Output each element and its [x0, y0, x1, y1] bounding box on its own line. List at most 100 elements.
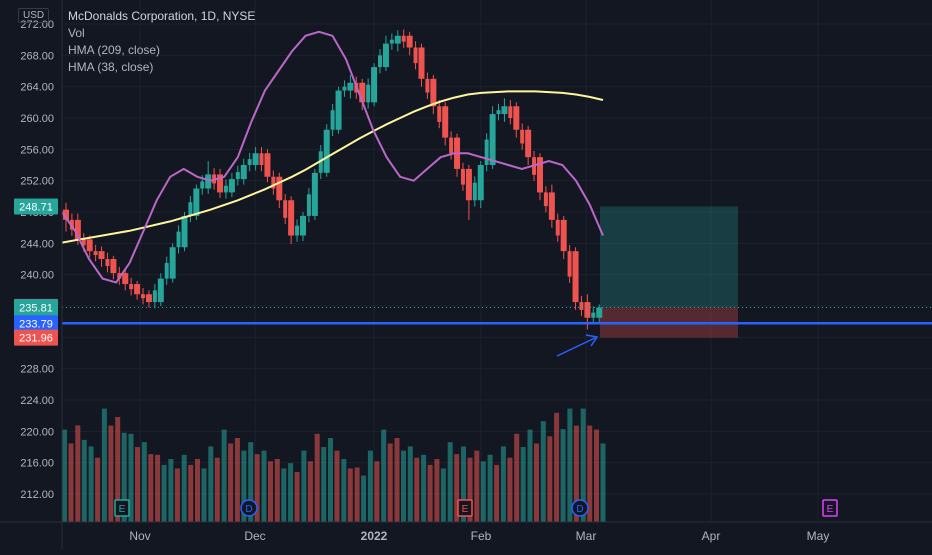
arrow-annotation — [556, 336, 598, 357]
volume-bar — [401, 450, 406, 522]
candle-body — [555, 219, 560, 236]
candle-body — [430, 78, 437, 107]
legend-item-vol[interactable]: Vol — [68, 26, 85, 40]
candle-body — [188, 202, 193, 216]
candle-body — [591, 312, 596, 318]
volume-bar — [155, 454, 161, 522]
price-badge-248-71 — [14, 198, 58, 215]
candle-body — [276, 176, 283, 201]
volume-bar — [168, 459, 174, 522]
price-badge-label: 248.71 — [19, 201, 53, 213]
currency-button[interactable]: USD — [18, 8, 50, 23]
target-zone — [600, 206, 738, 308]
volume-bar — [62, 429, 67, 522]
volume-bar — [248, 442, 254, 522]
volume-bar — [494, 464, 500, 522]
price-tick-label: 224.00 — [20, 395, 54, 407]
volume-bar — [201, 468, 207, 522]
candle-body — [181, 215, 188, 248]
volume-bar — [500, 446, 506, 522]
candle-body — [520, 129, 525, 144]
volume-bar — [261, 450, 267, 522]
candle-body — [264, 153, 271, 177]
candle-body — [525, 129, 532, 158]
volume-bar — [367, 450, 373, 522]
earnings-event-marker — [114, 499, 130, 517]
candle-body — [394, 35, 401, 44]
volume-bar — [334, 450, 340, 522]
candle-body — [359, 82, 366, 103]
time-tick-label: Apr — [702, 529, 721, 543]
volume-bar — [81, 439, 87, 522]
volume-bar — [387, 443, 393, 522]
candle-body — [382, 43, 389, 68]
candle-body — [596, 307, 603, 318]
price-badge-233-79 — [14, 315, 58, 332]
volume-bar — [507, 457, 513, 522]
volume-bar — [301, 450, 307, 522]
candle-body — [110, 259, 117, 274]
volume-bar — [354, 467, 360, 522]
volume-bar — [554, 412, 560, 522]
dividend-event-marker — [240, 499, 258, 517]
time-tick-label: May — [807, 529, 830, 543]
volume-bar — [527, 429, 533, 522]
candle-body — [323, 129, 330, 173]
candle-body — [548, 192, 555, 220]
candle-body — [318, 151, 323, 173]
candle-body — [105, 259, 110, 267]
candle-body — [425, 78, 430, 93]
candle-body — [477, 165, 484, 201]
candle-body — [465, 168, 472, 201]
price-badge-231-96 — [14, 329, 58, 346]
candle-body — [489, 114, 496, 165]
volume-bar — [567, 408, 573, 522]
volume-bar — [394, 438, 400, 522]
volume-bar — [221, 429, 227, 522]
volume-bar — [268, 461, 273, 522]
candle-body — [579, 302, 584, 310]
candle-body — [371, 67, 378, 103]
volume-bar — [294, 472, 300, 522]
volume-bar — [241, 450, 247, 522]
volume-bar — [587, 425, 593, 522]
volume-bar — [214, 457, 220, 522]
volume-bar — [121, 432, 127, 522]
candle-body — [176, 231, 181, 248]
candle-body — [496, 110, 501, 115]
candle-body — [508, 106, 513, 118]
candle-body — [335, 90, 342, 130]
time-tick-label: Feb — [471, 529, 492, 543]
candle-body — [437, 106, 442, 122]
volume-bar — [514, 433, 520, 522]
candle-body — [460, 168, 465, 185]
candle-body — [513, 106, 520, 130]
candle-body — [74, 219, 81, 240]
volume-bar — [88, 446, 94, 522]
candle-body — [200, 181, 205, 189]
volume-bar — [347, 468, 353, 522]
candle-body — [93, 251, 98, 256]
candle-body — [342, 86, 347, 91]
volume-bar — [600, 443, 606, 522]
time-tick-label: 2022 — [361, 529, 388, 543]
price-tick-label: 268.00 — [20, 50, 54, 62]
volume-bar — [447, 442, 453, 522]
candle-body — [472, 182, 477, 201]
candle-body — [217, 174, 224, 193]
volume-bar — [75, 425, 81, 522]
volume-bar — [148, 454, 154, 522]
candle-body — [543, 192, 548, 207]
candle-body — [389, 39, 394, 44]
candle-body — [288, 200, 295, 236]
volume-bar — [467, 457, 473, 522]
volume-bar — [407, 446, 413, 522]
legend-item-hma38[interactable]: HMA (38, close) — [68, 60, 154, 74]
legend-item-hma209[interactable]: HMA (209, close) — [68, 43, 161, 57]
candle-body — [205, 174, 212, 189]
candle-body — [223, 185, 228, 193]
candle-body — [330, 110, 335, 130]
candle-body — [560, 219, 567, 252]
